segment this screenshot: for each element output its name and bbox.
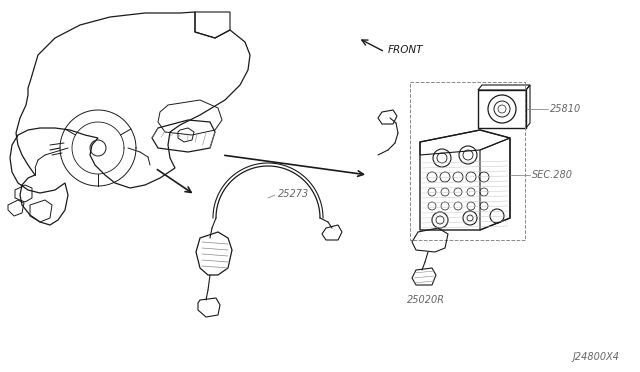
Bar [410, 82, 525, 240]
Text: 25810: 25810 [550, 104, 581, 114]
Text: J24800X4: J24800X4 [573, 352, 620, 362]
Text: 25273: 25273 [278, 189, 309, 199]
Text: SEC.280: SEC.280 [532, 170, 573, 180]
Text: 25020R: 25020R [407, 295, 445, 305]
Text: FRONT: FRONT [388, 45, 424, 55]
